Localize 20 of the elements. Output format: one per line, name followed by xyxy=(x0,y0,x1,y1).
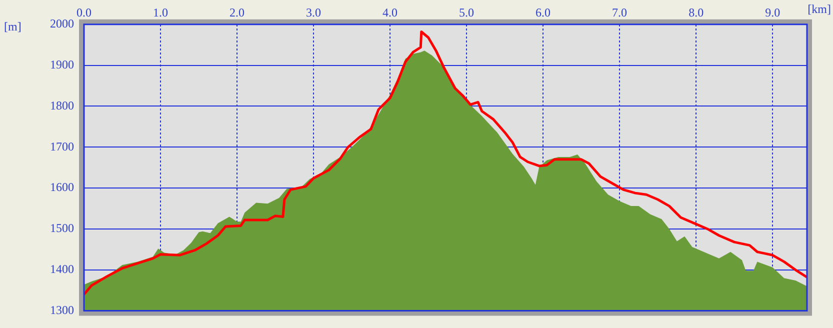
y-tick-label: 1700 xyxy=(50,139,74,154)
x-tick-label: 5.0 xyxy=(459,5,474,20)
x-tick-label: 7.0 xyxy=(612,5,628,20)
x-tick-label: 0.0 xyxy=(76,5,92,20)
x-tick-label: 6.0 xyxy=(536,5,551,20)
x-tick-label: 8.0 xyxy=(688,5,704,20)
x-tick-label: 4.0 xyxy=(382,5,398,20)
y-tick-label: 1900 xyxy=(50,57,74,72)
y-tick-label: 1300 xyxy=(50,302,74,317)
y-tick-label: 1800 xyxy=(50,98,74,112)
x-tick-label: 3.0 xyxy=(306,5,322,20)
x-axis-title: [km] xyxy=(808,2,831,16)
x-tick-label: 9.0 xyxy=(765,5,780,20)
y-axis-title: [m] xyxy=(4,20,22,34)
y-tick-label: 1600 xyxy=(50,180,74,194)
x-tick-label: 1.0 xyxy=(153,5,168,20)
y-tick-label: 1400 xyxy=(50,262,74,276)
y-tick-label: 1500 xyxy=(50,221,74,236)
x-tick-label: 2.0 xyxy=(230,5,245,20)
y-tick-label: 2000 xyxy=(50,16,74,31)
